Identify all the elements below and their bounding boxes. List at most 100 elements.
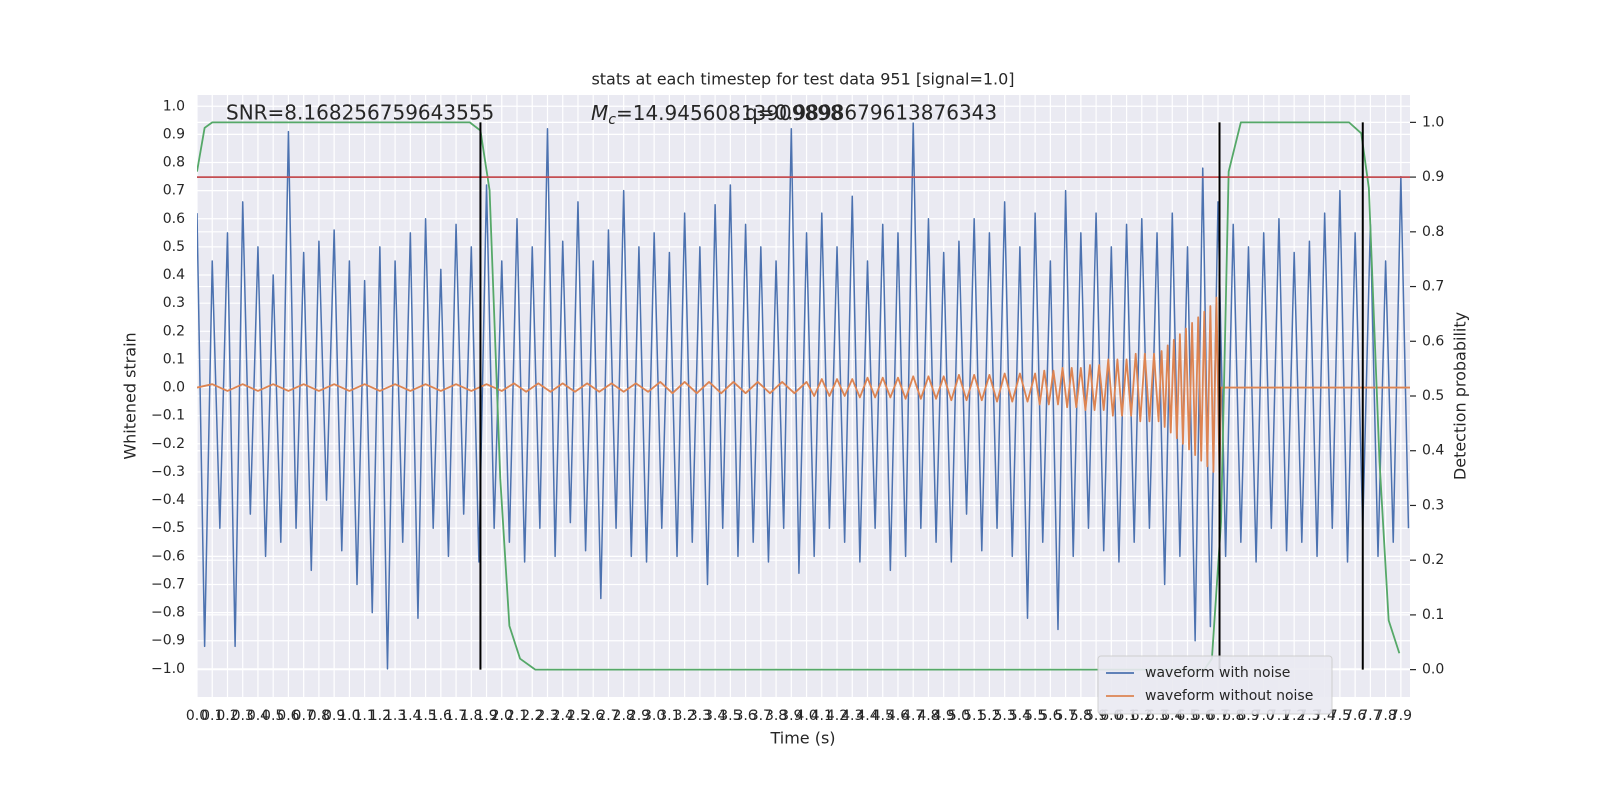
- y-tick-label: −0.5: [151, 520, 185, 536]
- y2-tick-label: 0.1: [1422, 607, 1444, 623]
- x-tick-label: 5.6: [1039, 708, 1061, 724]
- extra-annotation: q=0.9898679613876343: [745, 101, 997, 125]
- y-tick-label: −0.9: [151, 633, 185, 649]
- x-tick-label: 1.2: [369, 708, 391, 724]
- x-tick-label: 1.3: [384, 708, 406, 724]
- y-tick-label: −0.3: [151, 464, 185, 480]
- x-tick-label: 3.0: [643, 708, 665, 724]
- x-tick-label: 3.5: [719, 708, 741, 724]
- x-tick-label: 3.3: [689, 708, 711, 724]
- y-tick-label: 0.0: [163, 380, 185, 396]
- y-tick-label: −1.0: [151, 661, 185, 677]
- x-tick-label: 7.7: [1359, 708, 1381, 724]
- x-tick-label: 0.6: [277, 708, 299, 724]
- y2-tick-label: 0.6: [1422, 333, 1444, 349]
- x-tick-label: 5.0: [948, 708, 970, 724]
- x-tick-label: 5.7: [1054, 708, 1076, 724]
- x-tick-label: 4.4: [856, 708, 878, 724]
- y2-tick-label: 0.7: [1422, 279, 1444, 295]
- x-tick-label: 7.8: [1374, 708, 1396, 724]
- x-tick-label: 4.3: [841, 708, 863, 724]
- y2-tick-label: 0.8: [1422, 224, 1444, 240]
- y2-tick-label: 0.5: [1422, 388, 1444, 404]
- y2-axis-label: Detection probability: [1451, 312, 1470, 480]
- x-tick-label: 5.3: [994, 708, 1016, 724]
- x-tick-label: 0.5: [262, 708, 284, 724]
- legend-box: [1097, 655, 1333, 715]
- x-tick-label: 2.8: [613, 708, 635, 724]
- y2-tick-label: 0.3: [1422, 497, 1444, 513]
- x-tick-label: 1.0: [338, 708, 360, 724]
- series-line: [197, 296, 1410, 482]
- x-tick-label: 4.0: [795, 708, 817, 724]
- x-tick-label: 2.1: [506, 708, 528, 724]
- y-tick-label: 0.9: [163, 126, 185, 142]
- mc-subscript: c: [608, 112, 616, 128]
- x-tick-label: 2.2: [521, 708, 543, 724]
- y-tick-label: −0.2: [151, 436, 185, 452]
- x-tick-label: 3.9: [780, 708, 802, 724]
- y2-tick-label: 1.0: [1422, 114, 1444, 130]
- x-tick-label: 5.1: [963, 708, 985, 724]
- x-tick-label: 7.6: [1344, 708, 1366, 724]
- mc-value: =14.94560813909898: [616, 101, 843, 125]
- x-tick-label: 3.6: [734, 708, 756, 724]
- x-tick-label: 2.9: [628, 708, 650, 724]
- x-tick-label: 0.8: [308, 708, 330, 724]
- y-tick-label: 1.0: [163, 98, 185, 114]
- x-tick-label: 1.1: [353, 708, 375, 724]
- x-tick-label: 5.2: [978, 708, 1000, 724]
- y-tick-label: −0.4: [151, 492, 185, 508]
- mc-annotation: Mc=14.94560813909898: [591, 101, 843, 129]
- x-axis-label: Time (s): [769, 729, 835, 748]
- y2-tick-label: 0.9: [1422, 169, 1444, 185]
- x-tick-label: 4.2: [826, 708, 848, 724]
- x-tick-label: 3.1: [658, 708, 680, 724]
- x-tick-label: 7.9: [1390, 708, 1412, 724]
- x-tick-label: 0.1: [201, 708, 223, 724]
- x-tick-label: 5.4: [1009, 708, 1031, 724]
- x-tick-label: 2.0: [491, 708, 513, 724]
- x-tick-label: 1.7: [445, 708, 467, 724]
- x-tick-label: 2.6: [582, 708, 604, 724]
- y-tick-label: 0.6: [163, 211, 185, 227]
- chart-title: stats at each timestep for test data 951…: [591, 70, 1014, 89]
- y-tick-label: −0.6: [151, 548, 185, 564]
- x-tick-label: 1.6: [430, 708, 452, 724]
- mc-symbol: M: [591, 101, 608, 125]
- legend-label: waveform without noise: [1145, 688, 1313, 704]
- y-tick-label: 0.3: [163, 295, 185, 311]
- x-tick-label: 0.3: [232, 708, 254, 724]
- legend-label: waveform with noise: [1145, 665, 1290, 681]
- x-tick-label: 4.5: [872, 708, 894, 724]
- x-tick-label: 2.5: [567, 708, 589, 724]
- axes: 0.00.10.20.30.40.50.60.70.80.91.01.11.21…: [151, 98, 1444, 724]
- x-tick-label: 5.8: [1070, 708, 1092, 724]
- y-tick-label: 0.7: [163, 183, 185, 199]
- y-tick-label: −0.7: [151, 576, 185, 592]
- x-tick-label: 7.5: [1329, 708, 1351, 724]
- x-tick-label: 2.7: [597, 708, 619, 724]
- y2-tick-label: 0.2: [1422, 552, 1444, 568]
- x-tick-label: 1.8: [460, 708, 482, 724]
- x-tick-label: 0.7: [293, 708, 315, 724]
- x-tick-label: 3.4: [704, 708, 726, 724]
- y-tick-label: 0.4: [163, 267, 185, 283]
- y-tick-label: 0.8: [163, 155, 185, 171]
- x-tick-label: 1.5: [414, 708, 436, 724]
- y-tick-label: 0.2: [163, 323, 185, 339]
- y2-tick-label: 0.4: [1422, 443, 1444, 459]
- x-tick-label: 4.7: [902, 708, 924, 724]
- snr-annotation: SNR=8.168256759643555: [226, 101, 494, 125]
- y-tick-label: 0.5: [163, 239, 185, 255]
- legend: waveform with noise waveform without nois…: [1097, 655, 1333, 715]
- x-tick-label: 3.2: [674, 708, 696, 724]
- x-tick-label: 3.7: [750, 708, 772, 724]
- x-tick-label: 1.4: [399, 708, 421, 724]
- x-tick-label: 2.4: [552, 708, 574, 724]
- x-tick-label: 4.9: [933, 708, 955, 724]
- y-tick-label: −0.1: [151, 408, 185, 424]
- y-tick-label: −0.8: [151, 605, 185, 621]
